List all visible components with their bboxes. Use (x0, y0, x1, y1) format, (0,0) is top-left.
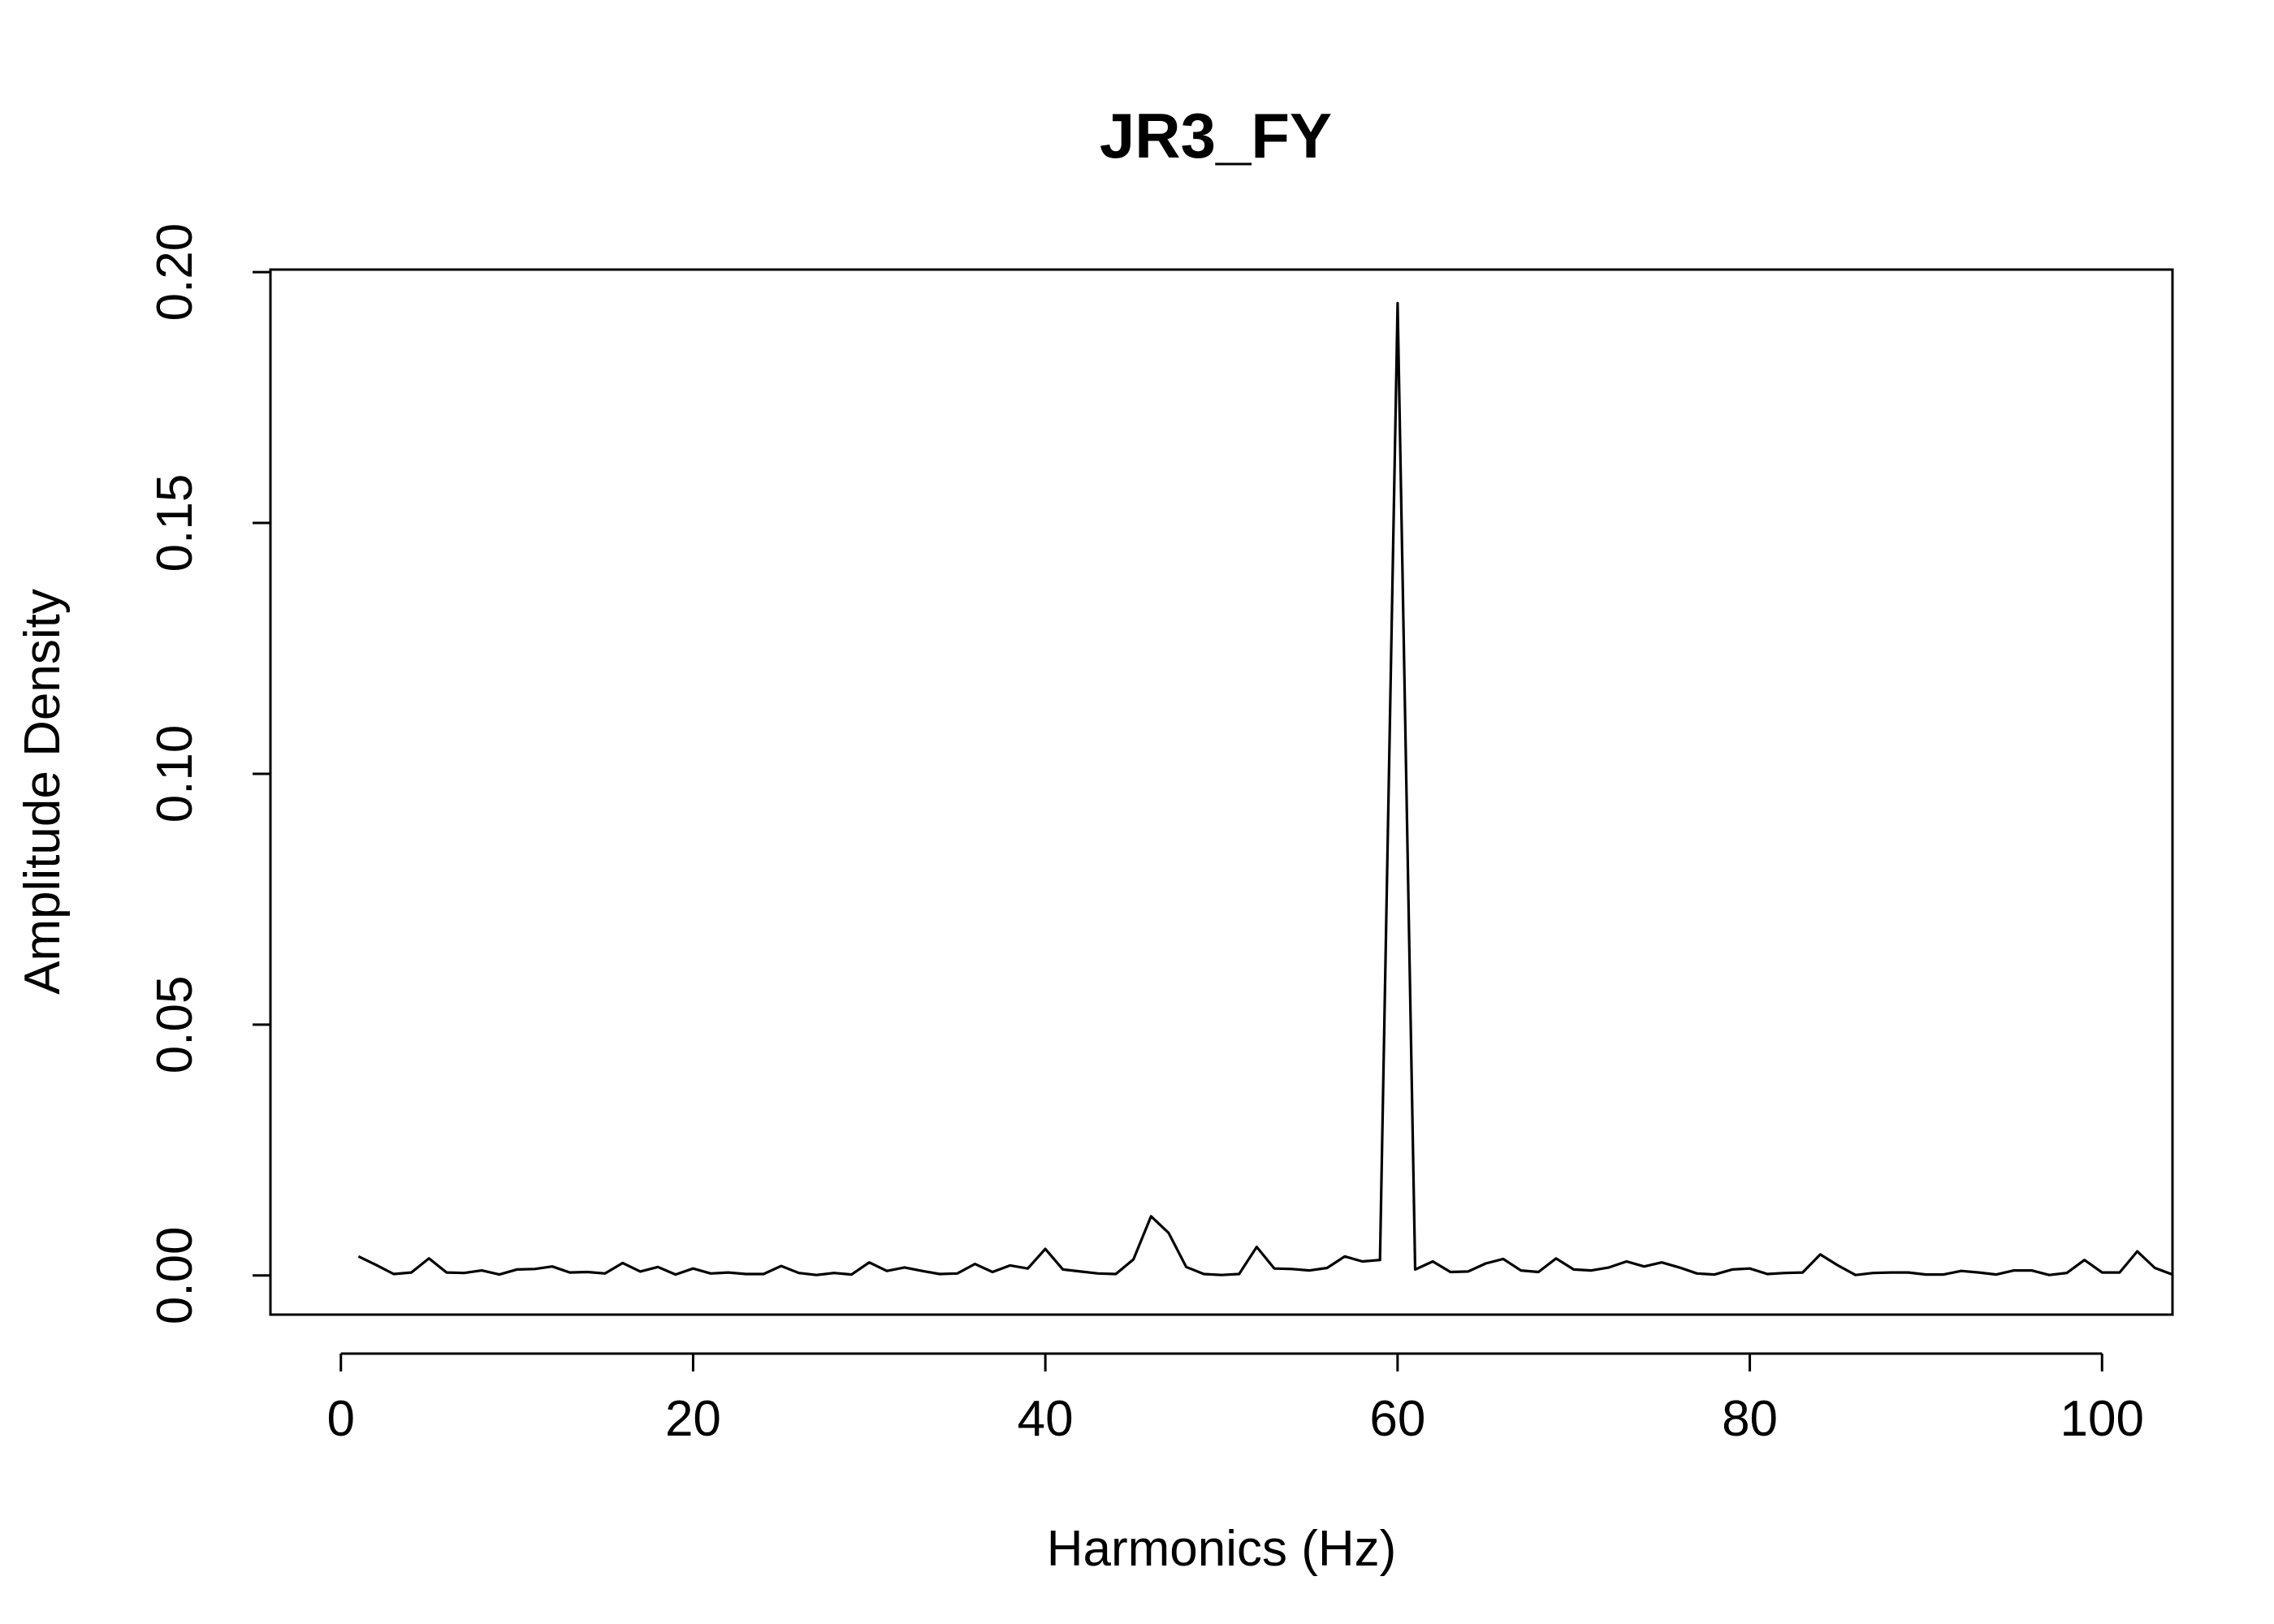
x-axis-label: Harmonics (Hz) (1047, 1521, 1397, 1577)
y-tick-label: 0.10 (147, 725, 203, 823)
y-axis-label: Amplitude Density (15, 589, 71, 995)
x-axis: 0 20 40 60 80 100 (326, 1352, 2144, 1447)
x-tick-label: 0 (326, 1391, 354, 1447)
plot-frame (269, 268, 2174, 1316)
y-axis: 0.00 0.05 0.10 0.15 0.20 (147, 223, 272, 1324)
chart-title: JR3_FY (1100, 100, 1332, 171)
y-tick-label: 0.20 (147, 223, 203, 322)
y-tick-label: 0.15 (147, 474, 203, 572)
x-tick-label: 80 (1722, 1391, 1778, 1447)
x-tick-label: 60 (1369, 1391, 1425, 1447)
y-tick-label: 0.00 (147, 1226, 203, 1324)
y-tick-label: 0.05 (147, 976, 203, 1074)
x-tick-label: 40 (1018, 1391, 1074, 1447)
x-tick-label: 100 (2060, 1391, 2144, 1447)
x-tick-label: 20 (665, 1391, 721, 1447)
series-line (357, 301, 2173, 1276)
